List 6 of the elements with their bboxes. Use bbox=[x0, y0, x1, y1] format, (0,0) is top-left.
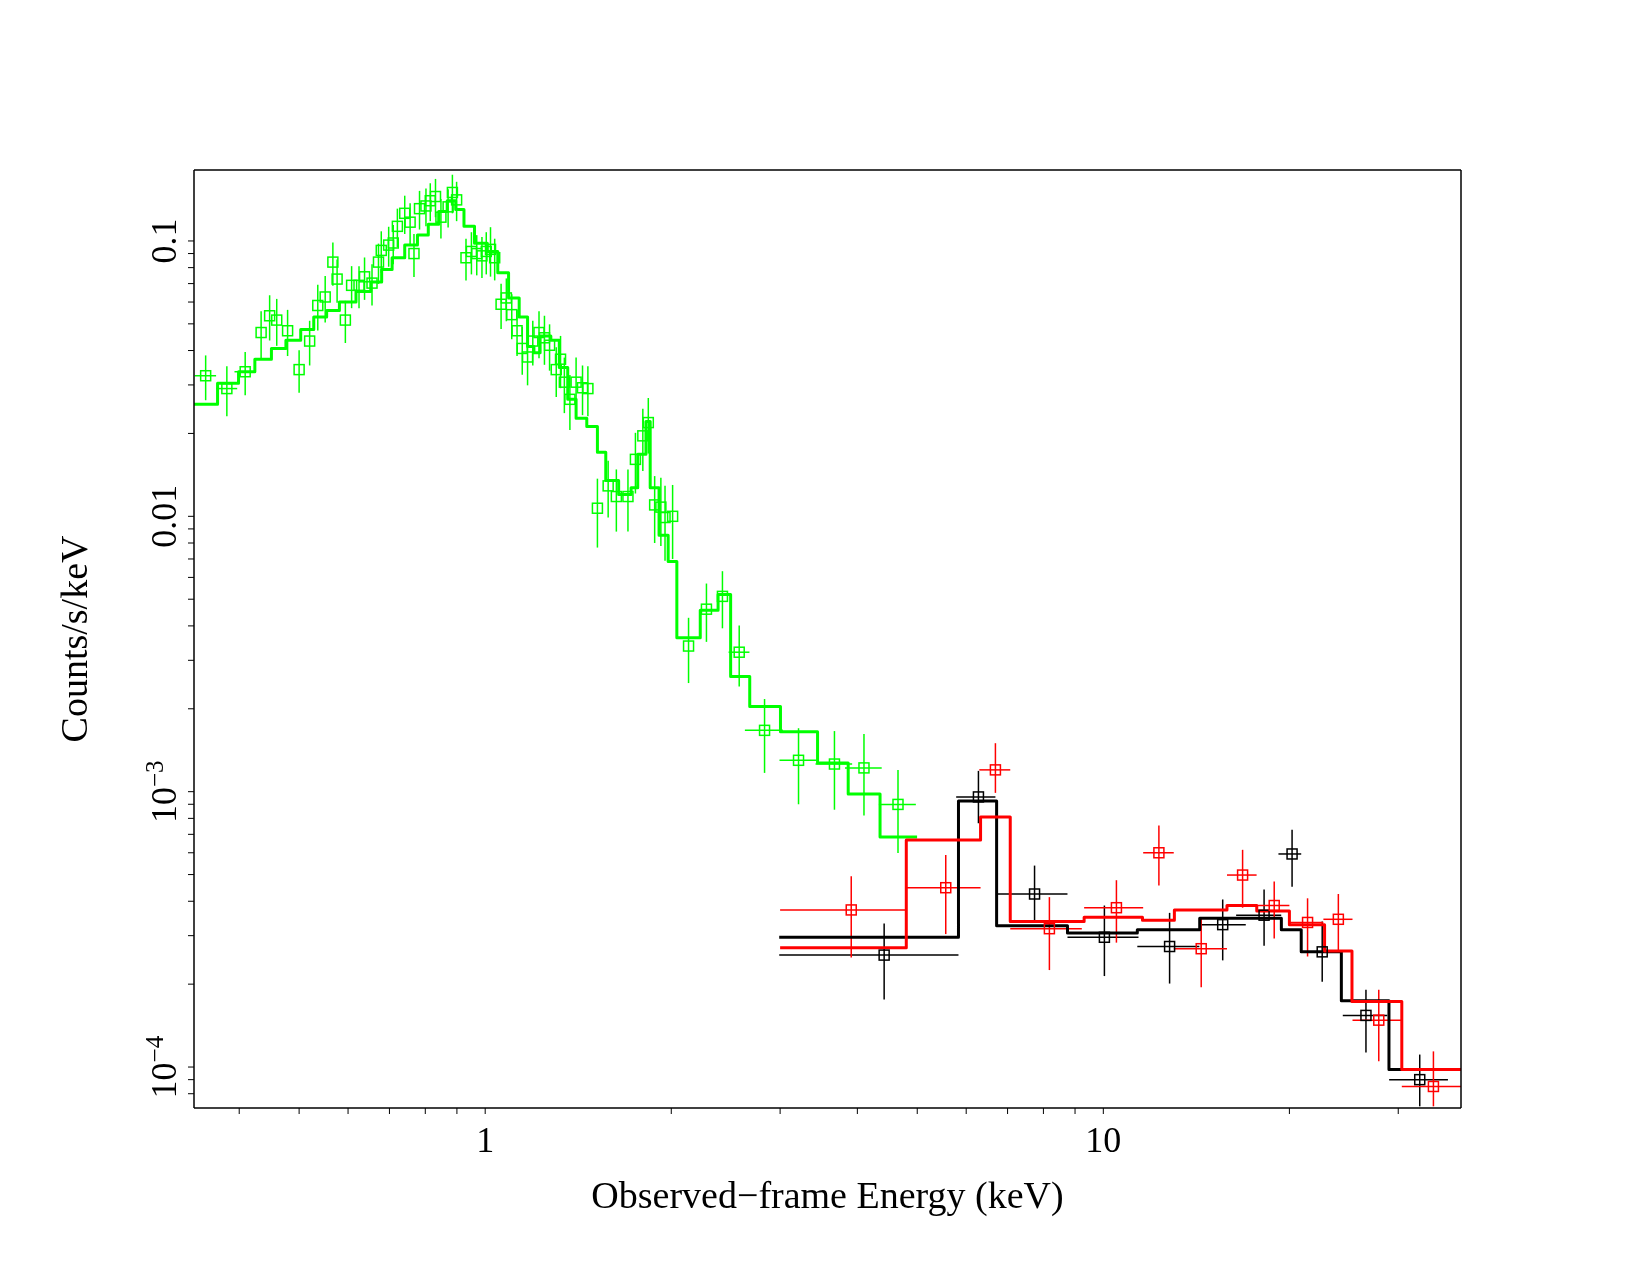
x-tick-label: 10 bbox=[1085, 1120, 1122, 1160]
y-axis-title: Counts/s/keV bbox=[53, 534, 96, 743]
x-tick-label: 1 bbox=[476, 1120, 495, 1160]
y-tick-label: 0.01 bbox=[144, 484, 184, 548]
y-tick-label: 0.1 bbox=[144, 218, 184, 264]
x-axis-title: Observed−frame Energy (keV) bbox=[591, 1174, 1064, 1217]
